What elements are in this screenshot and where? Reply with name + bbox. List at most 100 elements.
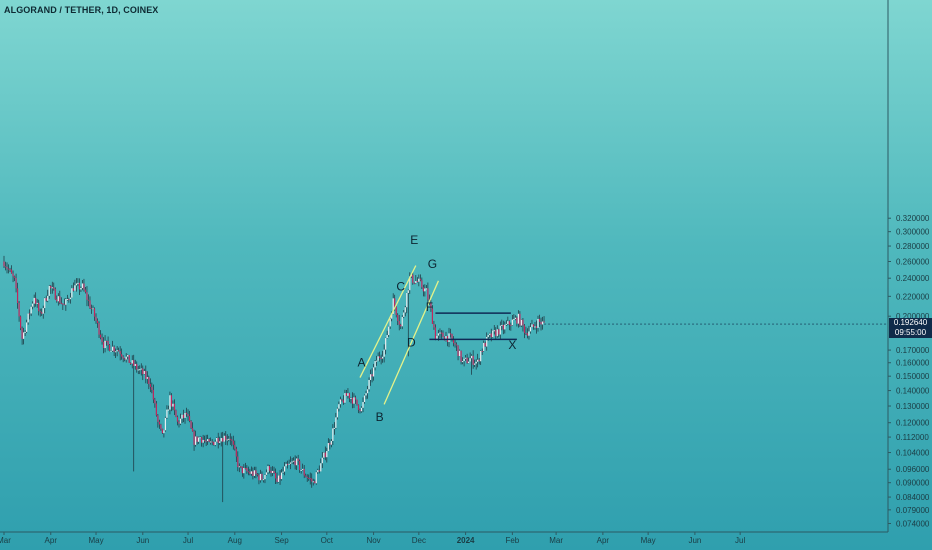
candle-down bbox=[540, 321, 542, 325]
candle-down bbox=[99, 334, 102, 338]
candle-up bbox=[146, 377, 148, 379]
candle-down bbox=[356, 399, 358, 405]
candle-down bbox=[478, 359, 480, 362]
candle-up bbox=[47, 295, 49, 301]
candle-down bbox=[234, 444, 236, 449]
candle-down bbox=[543, 321, 545, 323]
candle-up bbox=[202, 439, 204, 443]
candle-down bbox=[359, 409, 361, 412]
candle-down bbox=[398, 320, 400, 325]
candle-down bbox=[6, 266, 8, 269]
candle-up bbox=[474, 363, 476, 365]
wave-label-g: G bbox=[428, 257, 437, 271]
candle-down bbox=[145, 370, 147, 379]
candle-down bbox=[15, 277, 17, 289]
candle-up bbox=[492, 330, 494, 338]
candle-down bbox=[247, 471, 249, 473]
candle-up bbox=[23, 332, 25, 339]
candle-up bbox=[81, 283, 84, 289]
candle-down bbox=[258, 475, 260, 481]
candle-down bbox=[9, 269, 11, 271]
candle-down bbox=[196, 436, 198, 442]
candle-up bbox=[507, 321, 509, 324]
candle-down bbox=[309, 478, 311, 480]
candle-down bbox=[526, 333, 529, 336]
candle-down bbox=[434, 327, 437, 340]
price-tick-label: 0.150000 bbox=[896, 372, 930, 381]
candle-up bbox=[220, 438, 222, 442]
candle-up bbox=[71, 288, 73, 298]
candle-up bbox=[363, 395, 366, 403]
candle-up bbox=[32, 303, 34, 307]
candle-down bbox=[191, 428, 194, 432]
candle-up bbox=[228, 438, 230, 440]
candle-up bbox=[267, 466, 269, 473]
candle-up bbox=[327, 443, 329, 452]
candle-up bbox=[487, 335, 489, 337]
time-tick-label: Apr bbox=[45, 536, 58, 545]
candle-down bbox=[60, 302, 62, 304]
candle-down bbox=[213, 442, 215, 446]
candle-up bbox=[332, 428, 334, 441]
price-tick-label: 0.170000 bbox=[896, 346, 930, 355]
time-tick-label: Feb bbox=[505, 536, 519, 545]
candle-down bbox=[113, 346, 115, 352]
candle-up bbox=[483, 342, 485, 352]
candle-down bbox=[35, 297, 37, 304]
candle-down bbox=[4, 266, 7, 268]
candle-up bbox=[372, 367, 375, 377]
price-tick-label: 0.240000 bbox=[896, 274, 930, 283]
candle-up bbox=[360, 407, 363, 412]
candle-down bbox=[90, 308, 93, 310]
candle-up bbox=[104, 340, 106, 349]
candle-down bbox=[12, 273, 14, 277]
candle-up bbox=[392, 298, 394, 314]
candle-up bbox=[493, 330, 495, 332]
candle-up bbox=[458, 350, 461, 357]
candle-up bbox=[300, 469, 302, 471]
time-axis[interactable]: Mar Apr May Jun Jul Aug Sep Oct Nov Dec 2024 Feb Mar… bbox=[0, 531, 888, 545]
candle-up bbox=[315, 472, 317, 484]
candle-up bbox=[167, 409, 170, 411]
candle-up bbox=[30, 306, 32, 314]
candle-down bbox=[53, 287, 55, 289]
candle-down bbox=[299, 460, 301, 471]
candle-up bbox=[409, 276, 411, 291]
candle-down bbox=[121, 354, 123, 357]
candle-up bbox=[534, 326, 536, 328]
candle-down bbox=[18, 303, 20, 317]
candle-down bbox=[87, 299, 90, 301]
time-tick-label: Apr bbox=[597, 536, 610, 545]
candle-down bbox=[222, 438, 224, 442]
candle-up bbox=[403, 312, 405, 317]
candle-up bbox=[415, 281, 417, 284]
candle-down bbox=[86, 292, 88, 300]
candle-up bbox=[179, 418, 182, 424]
candle-up bbox=[262, 479, 265, 481]
candle-up bbox=[197, 437, 200, 442]
drawings-layer[interactable] bbox=[359, 265, 888, 405]
candle-down bbox=[72, 288, 74, 291]
candle-up bbox=[74, 285, 76, 291]
candle-down bbox=[161, 428, 163, 434]
candle-down bbox=[354, 397, 357, 400]
candle-up bbox=[335, 417, 337, 428]
candle-down bbox=[45, 298, 47, 301]
candle-down bbox=[151, 386, 153, 390]
candle-down bbox=[83, 283, 85, 290]
trend-channel-line bbox=[383, 280, 440, 405]
candle-up bbox=[406, 292, 408, 308]
candle-up bbox=[139, 369, 141, 371]
time-tick-label: Mar bbox=[549, 536, 563, 545]
candle-down bbox=[455, 344, 458, 346]
candle-down bbox=[119, 351, 121, 355]
candle-up bbox=[369, 374, 372, 380]
candle-down bbox=[208, 439, 210, 442]
candle-up bbox=[541, 321, 544, 325]
candle-down bbox=[7, 268, 10, 270]
candle-up bbox=[51, 287, 53, 289]
candle-down bbox=[329, 443, 331, 445]
candle-up bbox=[477, 359, 479, 362]
price-axis[interactable]: 0.320000 0.300000 0.280000 0.260000 0.240000… bbox=[887, 0, 930, 532]
